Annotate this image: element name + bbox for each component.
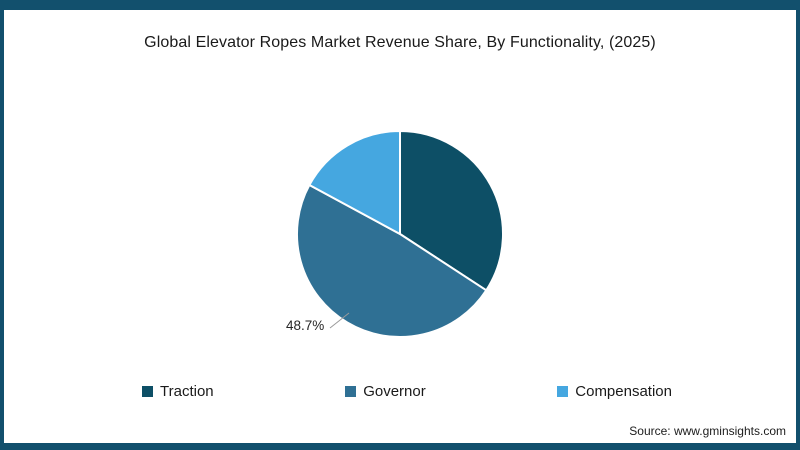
- legend-item-governor[interactable]: Governor: [345, 383, 426, 400]
- pie-svg: [295, 130, 504, 339]
- legend-item-compensation[interactable]: Compensation: [557, 383, 672, 400]
- governor-swatch-icon: [345, 386, 357, 397]
- pie-chart: [260, 100, 540, 350]
- legend: Traction Governor Compensation: [142, 383, 672, 400]
- legend-label-traction: Traction: [160, 383, 214, 400]
- legend-label-governor: Governor: [363, 383, 426, 400]
- compensation-swatch-icon: [557, 386, 569, 397]
- legend-label-compensation: Compensation: [575, 383, 672, 400]
- label-leader-line: [329, 312, 350, 329]
- traction-swatch-icon: [142, 386, 153, 397]
- governor-slice-label: 48.7%: [286, 318, 325, 333]
- chart-title: Global Elevator Ropes Market Revenue Sha…: [144, 34, 656, 51]
- legend-item-traction[interactable]: Traction: [142, 383, 214, 400]
- pie-slice-governor[interactable]: [295, 183, 488, 339]
- source-text: Source: www.gminsights.com: [629, 424, 786, 438]
- pie-slice-compensation[interactable]: [308, 130, 401, 235]
